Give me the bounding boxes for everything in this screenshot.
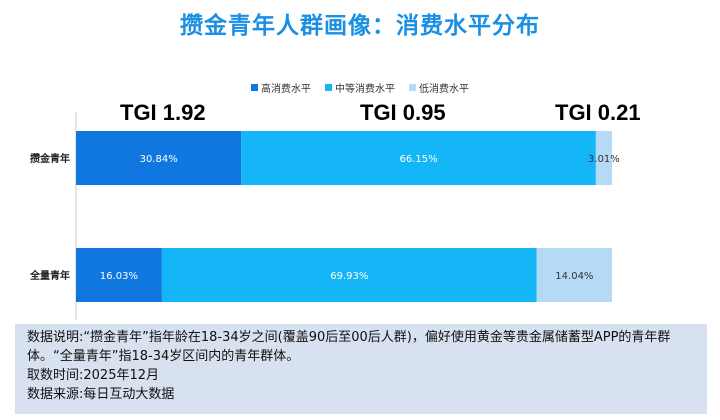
- bar-segment: [76, 248, 162, 302]
- legend-item-mid: 中等消费水平: [325, 80, 395, 95]
- legend-label-mid: 中等消费水平: [335, 84, 395, 95]
- legend-label-high: 高消费水平: [261, 84, 311, 95]
- chart-title: 攒金青年人群画像：消费水平分布: [180, 13, 540, 39]
- data-label: 69.93%: [330, 271, 368, 282]
- legend-item-low: 低消费水平: [409, 80, 469, 95]
- data-note-description: 数据说明:“攒金青年”指年龄在18-34岁之间(覆盖90后至00后人群)，偏好使…: [27, 330, 671, 364]
- category-label: 攒金青年: [30, 152, 70, 165]
- data-label: 30.84%: [140, 154, 178, 165]
- legend-label-low: 低消费水平: [419, 84, 469, 95]
- bar-segment: [76, 131, 242, 185]
- tgi-low-label: TGI 0.21: [555, 100, 641, 125]
- data-label: 66.15%: [400, 154, 438, 165]
- data-note-date: 取数时间:2025年12月: [27, 368, 160, 383]
- tgi-high-label: TGI 1.92: [120, 100, 206, 125]
- bar-segment: [161, 248, 537, 302]
- data-label: 3.01%: [588, 154, 620, 165]
- chart-legend: 高消费水平 中等消费水平 低消费水平: [0, 80, 720, 95]
- legend-swatch-mid: [325, 84, 332, 91]
- legend-swatch-low: [409, 84, 416, 91]
- data-label: 16.03%: [100, 271, 138, 282]
- data-label: 14.04%: [555, 271, 593, 282]
- bar-segment: [595, 131, 612, 185]
- legend-item-high: 高消费水平: [251, 80, 311, 95]
- tgi-mid-label: TGI 0.95: [360, 100, 446, 125]
- data-note: 数据说明:“攒金青年”指年龄在18-34岁之间(覆盖90后至00后人群)，偏好使…: [15, 324, 707, 414]
- bar-segment: [536, 248, 612, 302]
- legend-swatch-high: [251, 84, 258, 91]
- category-label: 全量青年: [29, 269, 70, 282]
- data-note-source: 数据来源:每日互动大数据: [27, 387, 175, 402]
- bar-segment: [241, 131, 596, 185]
